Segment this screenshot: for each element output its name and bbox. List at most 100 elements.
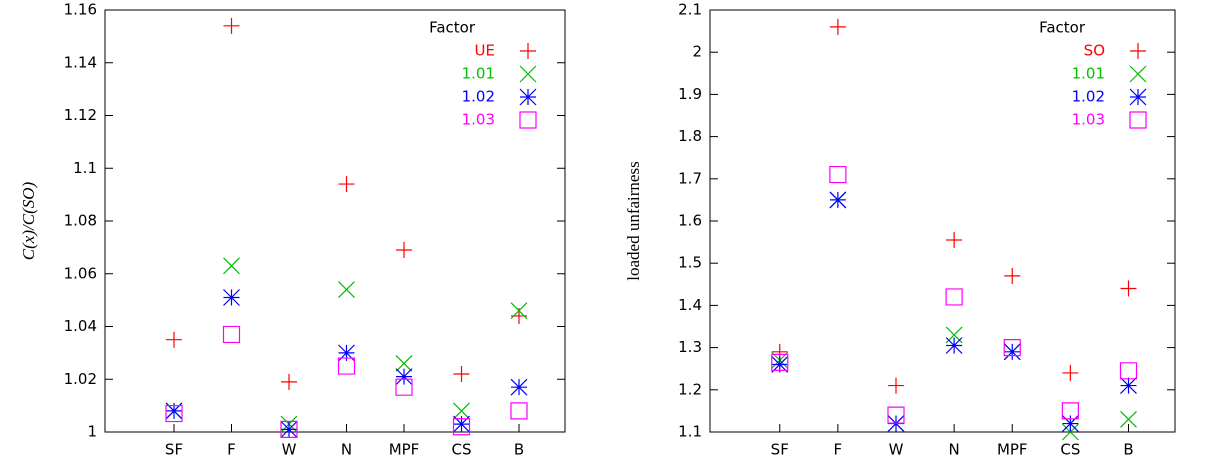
point: [453, 365, 470, 382]
x-tick-label: W: [889, 441, 904, 459]
point: [887, 406, 905, 424]
legend-title: Factor: [1039, 19, 1086, 37]
point: [222, 325, 241, 344]
point: [946, 231, 963, 248]
point: [1061, 423, 1079, 441]
point: [453, 415, 470, 433]
legend-marker: [519, 111, 537, 129]
y-tick-label: 1.3: [678, 338, 702, 356]
point: [510, 302, 528, 320]
point: [1004, 267, 1021, 284]
point: [395, 368, 413, 386]
point: [453, 402, 470, 420]
point: [510, 402, 528, 420]
point: [1003, 343, 1021, 361]
legend-marker: [1130, 43, 1146, 59]
y-tick-label: 1: [87, 423, 97, 441]
point: [281, 373, 297, 390]
point: [1061, 402, 1079, 420]
legend-label: UE: [475, 42, 495, 60]
legend-label: 1.02: [1072, 88, 1105, 106]
legend-marker: [1129, 65, 1147, 83]
point: [395, 355, 413, 372]
y-axis-label: loaded unfairness: [624, 161, 643, 280]
point: [452, 418, 471, 436]
x-tick-label: CS: [1060, 441, 1080, 459]
x-tick-label: N: [949, 441, 960, 459]
x-tick-label: B: [514, 441, 524, 459]
point: [396, 242, 412, 259]
point: [337, 357, 356, 375]
y-tick-label: 1.6: [678, 212, 702, 230]
y-tick-label: 2.1: [678, 1, 702, 19]
point: [829, 18, 846, 35]
point: [338, 281, 355, 298]
x-tick-label: SF: [165, 441, 183, 459]
y-tick-label: 1.5: [678, 254, 702, 272]
legend-marker: [1129, 88, 1147, 106]
y-tick-label: 1.04: [64, 317, 97, 335]
legend-marker: [519, 88, 537, 106]
y-tick-label: 1.9: [678, 85, 702, 103]
point: [1120, 280, 1137, 297]
x-tick-label: B: [1123, 441, 1133, 459]
x-tick-label: N: [341, 441, 352, 459]
point: [945, 337, 963, 354]
x-tick-label: SF: [771, 441, 789, 459]
point: [1120, 377, 1137, 395]
point: [223, 17, 240, 34]
legend-label: SO: [1084, 42, 1105, 60]
point: [829, 165, 847, 184]
point: [166, 331, 182, 348]
point: [888, 377, 904, 394]
y-tick-label: 1.06: [64, 264, 97, 282]
x-tick-label: F: [227, 441, 236, 459]
point: [280, 420, 298, 438]
point: [829, 191, 847, 209]
point: [223, 257, 240, 275]
point: [510, 378, 528, 396]
legend-title: Factor: [429, 19, 476, 37]
point: [165, 402, 183, 420]
y-tick-label: 1.2: [678, 380, 702, 398]
legend-marker: [520, 43, 536, 59]
legend-label: 1.03: [1072, 111, 1105, 129]
point: [771, 353, 789, 371]
point: [1120, 410, 1137, 428]
point: [338, 176, 355, 193]
y-tick-label: 1.1: [678, 423, 702, 441]
point: [280, 420, 298, 438]
point: [223, 289, 240, 306]
x-tick-label: MPF: [997, 441, 1028, 459]
point: [395, 378, 413, 396]
x-tick-label: MPF: [389, 441, 420, 459]
y-tick-label: 1.4: [678, 296, 702, 314]
point: [771, 356, 789, 373]
point: [945, 288, 963, 306]
plot-frame: [104, 9, 566, 433]
legend-label: 1.03: [462, 111, 495, 129]
y-axis-label: C(x)/C(SO): [19, 181, 38, 260]
legend-marker: [519, 65, 537, 83]
x-tick-label: F: [834, 441, 843, 459]
point: [165, 404, 183, 423]
point: [1061, 415, 1079, 432]
point: [1003, 339, 1021, 357]
legend-label: 1.01: [1072, 65, 1105, 83]
y-tick-label: 1.16: [64, 1, 97, 19]
point: [338, 344, 355, 362]
legend-marker: [1129, 111, 1147, 129]
y-tick-label: 1.12: [64, 106, 97, 124]
y-tick-label: 2: [692, 43, 702, 61]
y-tick-label: 1.8: [678, 127, 702, 145]
x-tick-label: W: [282, 441, 297, 459]
y-tick-label: 1.08: [64, 212, 97, 230]
x-tick-label: CS: [452, 441, 472, 459]
y-tick-label: 1.02: [64, 370, 97, 388]
legend-label: 1.01: [462, 65, 495, 83]
point: [1119, 362, 1138, 380]
point: [1062, 364, 1079, 381]
legend-label: 1.02: [462, 88, 495, 106]
y-tick-label: 1.14: [64, 53, 97, 71]
